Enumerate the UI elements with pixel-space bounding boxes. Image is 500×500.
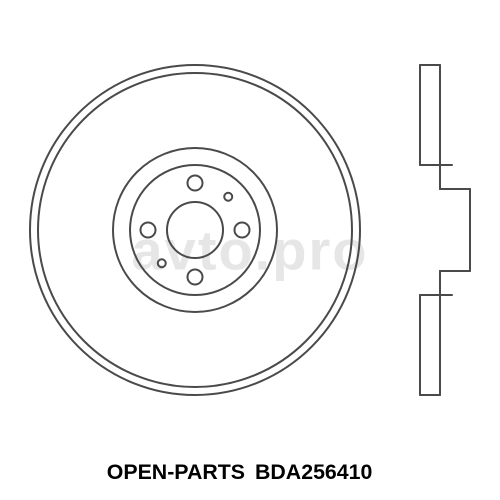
brake-disc-side-view bbox=[416, 61, 474, 399]
brake-disc-front-view bbox=[28, 63, 362, 397]
part-number-label: BDA256410 bbox=[255, 460, 372, 485]
brand-label: OPEN-PARTS bbox=[107, 460, 245, 485]
diagram-canvas: avto.pro OPEN-PARTS BDA256410 bbox=[0, 0, 500, 500]
